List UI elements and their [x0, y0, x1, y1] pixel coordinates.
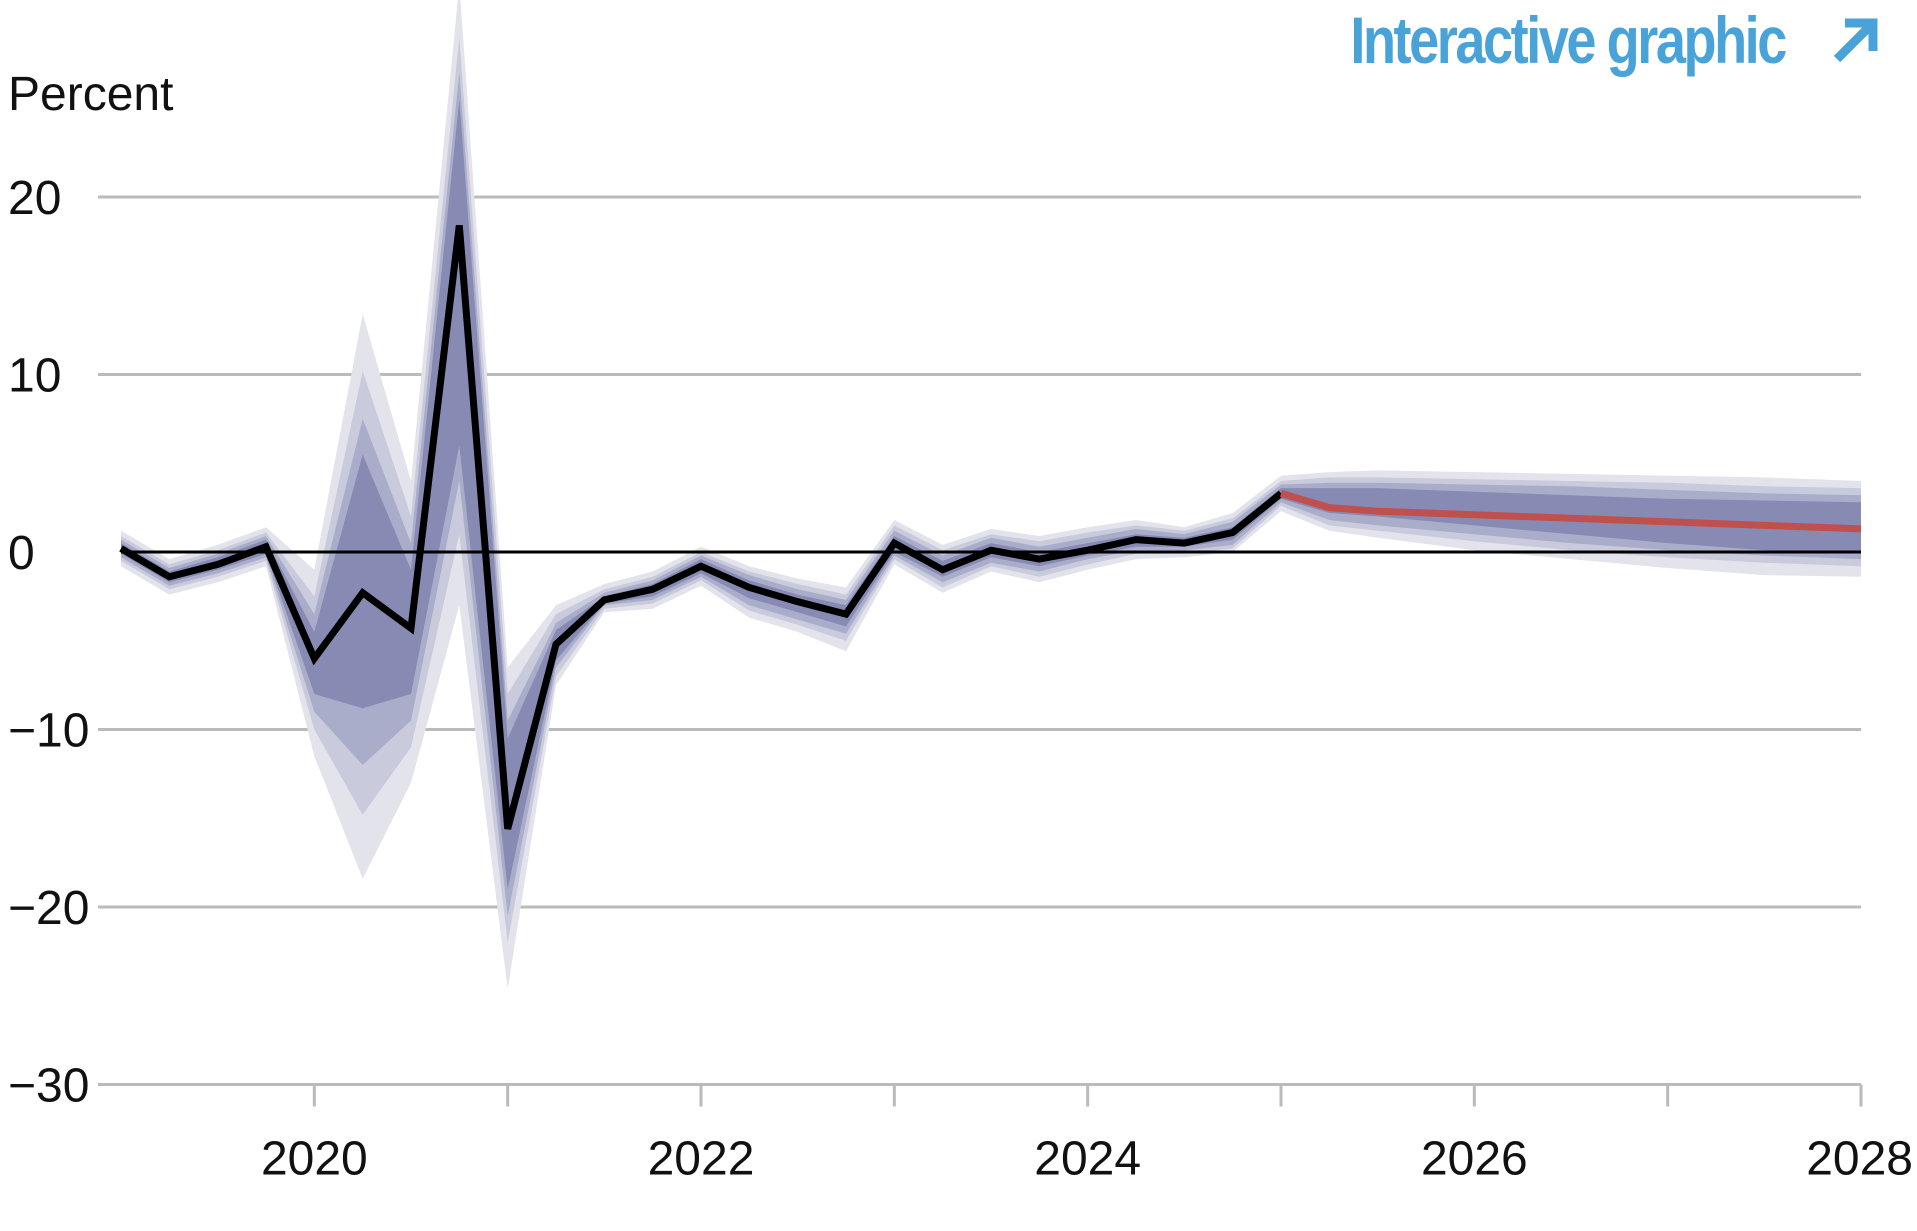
- x-tick-label: 2028: [1806, 1133, 1913, 1186]
- y-tick-label: 10: [8, 350, 61, 403]
- y-tick-label: −30: [8, 1060, 89, 1113]
- interactive-graphic-link[interactable]: Interactive graphic: [1255, 2, 1881, 78]
- y-tick-label: −20: [8, 882, 89, 935]
- x-tick-label: 2024: [1034, 1133, 1141, 1186]
- y-tick-label: 0: [8, 527, 35, 580]
- series-lines: [119, 224, 1862, 830]
- x-tick-label: 2022: [648, 1133, 755, 1186]
- y-tick-label: 20: [8, 172, 61, 225]
- y-tick-label: −10: [8, 705, 89, 758]
- y-axis-unit-label: Percent: [8, 68, 173, 121]
- tick-labels: 20 10 0 −10 −20 −30 2020 2022 2024 2026 2028: [8, 172, 1913, 1186]
- arrow-up-right-icon: [1831, 15, 1881, 65]
- probability-band-inner: [121, 99, 1861, 890]
- probability-bands: [121, 0, 1861, 989]
- x-axis: [98, 1083, 1863, 1107]
- x-tick-label: 2026: [1421, 1133, 1528, 1186]
- interactive-graphic-label: Interactive graphic: [1350, 3, 1787, 77]
- actual-line: [119, 224, 1284, 830]
- forecast-line: [1280, 490, 1862, 533]
- x-tick-label: 2020: [261, 1133, 368, 1186]
